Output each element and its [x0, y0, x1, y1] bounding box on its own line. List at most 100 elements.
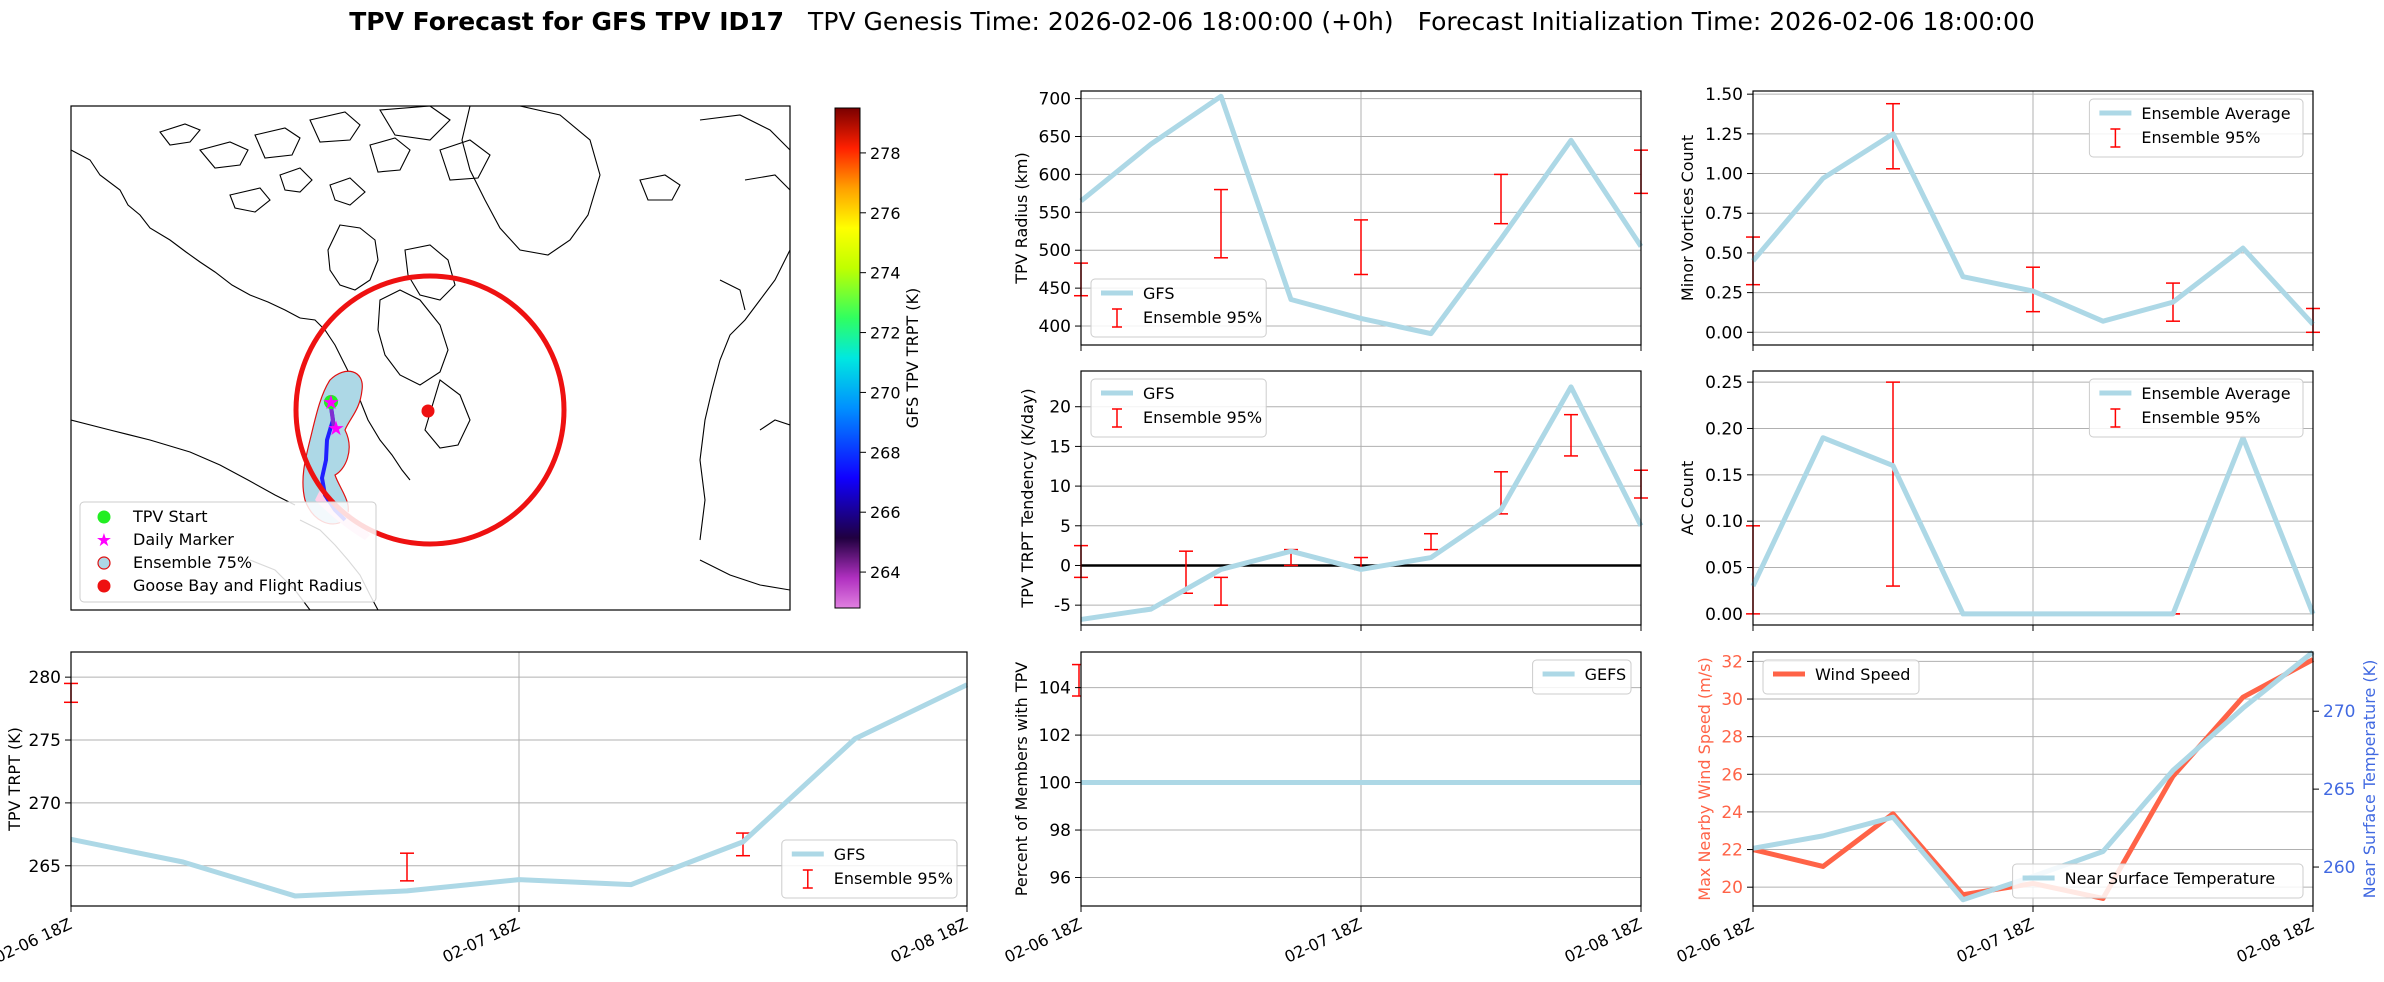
y-tick-label: 550 — [1039, 203, 1071, 223]
y-tick-label: 0.25 — [1705, 284, 1743, 304]
legend-ensemble-label: Ensemble 75% — [133, 553, 252, 572]
map-panel: ★ ★ TPV Start ★ Daily Marker Ensemble 75… — [70, 105, 922, 611]
y-tick-label: 28 — [1721, 728, 1743, 748]
y-axis-label: AC Count — [1678, 461, 1697, 535]
legend-label: Ensemble 95% — [2141, 408, 2260, 427]
map-coastlines — [71, 106, 790, 610]
plot-frame — [1080, 651, 1642, 907]
legend-frame — [2088, 378, 2304, 438]
y-tick-label: 102 — [1039, 726, 1071, 746]
y-tick-label: 1.00 — [1705, 165, 1743, 185]
legend-tpv-start-label: TPV Start — [132, 507, 208, 526]
legend-frame — [1532, 659, 1632, 695]
y-right-tick-label: 260 — [2323, 858, 2355, 878]
y-tick-label: 0.25 — [1705, 373, 1743, 393]
x-tick-label: 02-08 18Z — [1562, 914, 1645, 966]
title-init: Forecast Initialization Time: 2026-02-06… — [1418, 7, 2035, 36]
y-tick-label: 0.75 — [1705, 204, 1743, 224]
colorbar-tick-label: 264 — [870, 563, 901, 582]
y-tick-label: 0.10 — [1705, 512, 1743, 532]
legend-goose-bay-label: Goose Bay and Flight Radius — [133, 576, 362, 595]
legend-goose-bay-icon — [97, 579, 111, 593]
plot-frame — [1080, 90, 1642, 346]
plot-frame — [1080, 370, 1642, 626]
y-tick-label: 30 — [1721, 690, 1743, 710]
wind-temperature-panel: 20 22 24 26 28 30 32 260 265 270 Near Surface Temp… — [1674, 650, 2379, 967]
x-tick-label: 02-07 18Z — [1954, 914, 2037, 966]
plot-frame — [1752, 90, 2314, 346]
legend-frame — [2012, 863, 2304, 899]
y-right-axis-label: Near Surface Temperature (K) — [2360, 660, 2379, 899]
x-tick-label: 02-08 18Z — [888, 914, 971, 966]
y-tick-label: 0.20 — [1705, 419, 1743, 439]
y-tick-label: 100 — [1039, 774, 1071, 794]
colorbar-tick-label: 270 — [870, 383, 901, 402]
series-line-gfs — [1080, 384, 1644, 622]
daily-marker-star-1: ★ — [322, 390, 340, 414]
y-tick-label: 1.25 — [1705, 125, 1743, 145]
legend-tpv-start-icon — [97, 510, 111, 524]
y-tick-label: 450 — [1039, 279, 1071, 299]
series-line-gfs — [1079, 93, 1644, 337]
plot-frame — [70, 651, 968, 907]
y-tick-label: 20 — [1049, 398, 1071, 418]
legend-frame — [1762, 659, 1920, 695]
y-tick-label: 265 — [29, 857, 61, 877]
legend-label: GFS — [1143, 284, 1174, 303]
y-tick-label: 400 — [1039, 317, 1071, 337]
legend-frame — [1090, 378, 1267, 438]
legend-label: Wind Speed — [1815, 665, 1910, 684]
legend-label: Ensemble 95% — [2141, 128, 2260, 147]
y-tick-label: 280 — [29, 668, 61, 688]
legend-label: Ensemble 95% — [834, 869, 953, 888]
y-tick-label: 15 — [1049, 437, 1071, 457]
x-tick-label: 02-07 18Z — [1282, 914, 1365, 966]
y-tick-label: 20 — [1721, 878, 1743, 898]
colorbar-tick-label: 268 — [870, 443, 901, 462]
legend-label: GEFS — [1585, 665, 1627, 684]
percent-panel: 96 98 100 102 104 Percent of Members with TPV… — [1002, 651, 1645, 967]
map-legend: TPV Start ★ Daily Marker Ensemble 75% Go… — [79, 501, 377, 603]
minor-vortices-panel: 0.00 0.25 0.50 0.75 1.00 1.25 1.50 Minor Vortic… — [1678, 85, 2320, 351]
y-tick-label: 700 — [1039, 90, 1071, 110]
goose-bay-marker — [421, 404, 435, 418]
y-tick-label: 26 — [1721, 765, 1743, 785]
colorbar-label: GFS TPV TRPT (K) — [903, 288, 922, 428]
y-tick-label: 98 — [1049, 821, 1071, 841]
title-bold: TPV Forecast for GFS TPV ID17 — [349, 7, 784, 36]
title-genesis: TPV Genesis Time: 2026-02-06 18:00:00 (+… — [807, 7, 1394, 36]
y-tick-label: 270 — [29, 794, 61, 814]
colorbar-tick-label: 278 — [870, 144, 901, 163]
legend-label: Ensemble Average — [2141, 384, 2290, 403]
legend-label: GFS — [834, 845, 865, 864]
plot-frame — [1752, 370, 2314, 626]
y-tick-label: 500 — [1039, 241, 1071, 261]
x-tick-label: 02-06 18Z — [1002, 914, 1085, 966]
legend-frame — [781, 839, 958, 899]
tpv-start-marker — [324, 395, 338, 409]
y-tick-label: 600 — [1039, 165, 1071, 185]
legend-label: Near Surface Temperature — [2065, 869, 2276, 888]
y-tick-label: 96 — [1049, 869, 1071, 889]
figure-title: TPV Forecast for GFS TPV ID17 TPV Genesis… — [349, 7, 2035, 36]
y-axis-label: TPV TRPT (K) — [5, 727, 24, 832]
tendency-panel: -5 0 5 10 15 20 TPV TRPT Tendency (K/day) GFS En… — [1018, 370, 1648, 631]
y-tick-label: 0 — [1060, 556, 1071, 576]
y-tick-label: -5 — [1054, 596, 1071, 616]
y-axis-label: Minor Vortices Count — [1678, 135, 1697, 301]
colorbar-tick-label: 266 — [870, 503, 901, 522]
legend-ensemble-icon — [97, 556, 111, 570]
y-axis-label: Percent of Members with TPV — [1012, 662, 1031, 896]
legend-daily-marker-label: Daily Marker — [133, 530, 234, 549]
y-right-tick-label: 265 — [2323, 780, 2355, 800]
y-axis-label: TPV TRPT Tendency (K/day) — [1018, 388, 1037, 608]
legend-label: Ensemble 95% — [1143, 408, 1262, 427]
legend-daily-marker-icon: ★ — [96, 530, 112, 551]
colorbar-tick-label: 276 — [870, 204, 901, 223]
y-tick-label: 0.00 — [1705, 323, 1743, 343]
colorbar-tick-label: 274 — [870, 264, 901, 283]
y-axis-label: TPV Radius (km) — [1012, 152, 1031, 285]
series-line-gfs — [70, 682, 969, 899]
y-tick-label: 0.00 — [1705, 605, 1743, 625]
